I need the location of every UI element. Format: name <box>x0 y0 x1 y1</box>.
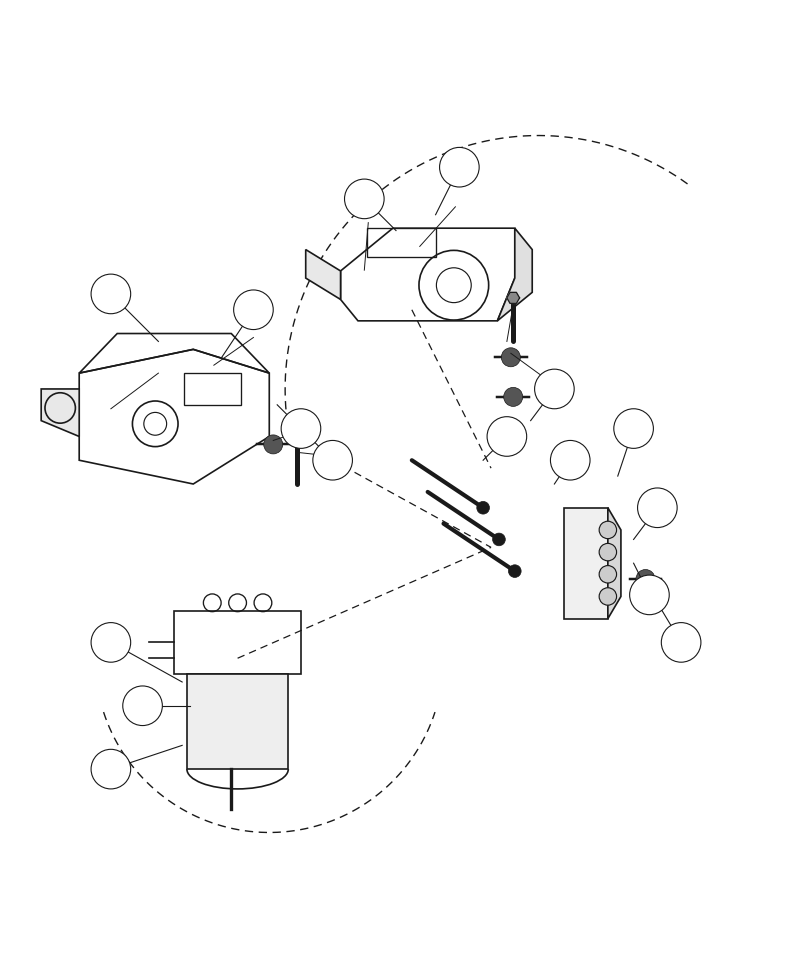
Circle shape <box>599 588 616 605</box>
Circle shape <box>504 387 523 407</box>
Circle shape <box>281 408 321 448</box>
Circle shape <box>345 179 384 219</box>
Circle shape <box>550 440 590 480</box>
Circle shape <box>487 416 527 456</box>
Circle shape <box>661 622 701 662</box>
Circle shape <box>508 564 521 578</box>
Circle shape <box>123 686 162 726</box>
Polygon shape <box>291 435 303 446</box>
Polygon shape <box>497 228 532 320</box>
Polygon shape <box>306 250 341 299</box>
Circle shape <box>91 622 131 662</box>
Circle shape <box>313 440 352 480</box>
Polygon shape <box>507 292 520 303</box>
Polygon shape <box>187 674 288 770</box>
Circle shape <box>493 533 505 546</box>
Circle shape <box>599 565 616 583</box>
Circle shape <box>614 408 653 448</box>
Circle shape <box>636 569 655 589</box>
Circle shape <box>599 543 616 560</box>
Circle shape <box>91 749 131 789</box>
Circle shape <box>91 274 131 314</box>
Circle shape <box>638 488 677 528</box>
Circle shape <box>501 348 520 367</box>
Circle shape <box>477 501 489 514</box>
Circle shape <box>234 290 273 329</box>
Circle shape <box>440 147 479 187</box>
Polygon shape <box>608 508 621 619</box>
Polygon shape <box>564 508 608 619</box>
Polygon shape <box>41 389 79 437</box>
Circle shape <box>630 575 669 615</box>
Circle shape <box>535 369 574 408</box>
Circle shape <box>264 435 283 454</box>
Circle shape <box>599 521 616 538</box>
